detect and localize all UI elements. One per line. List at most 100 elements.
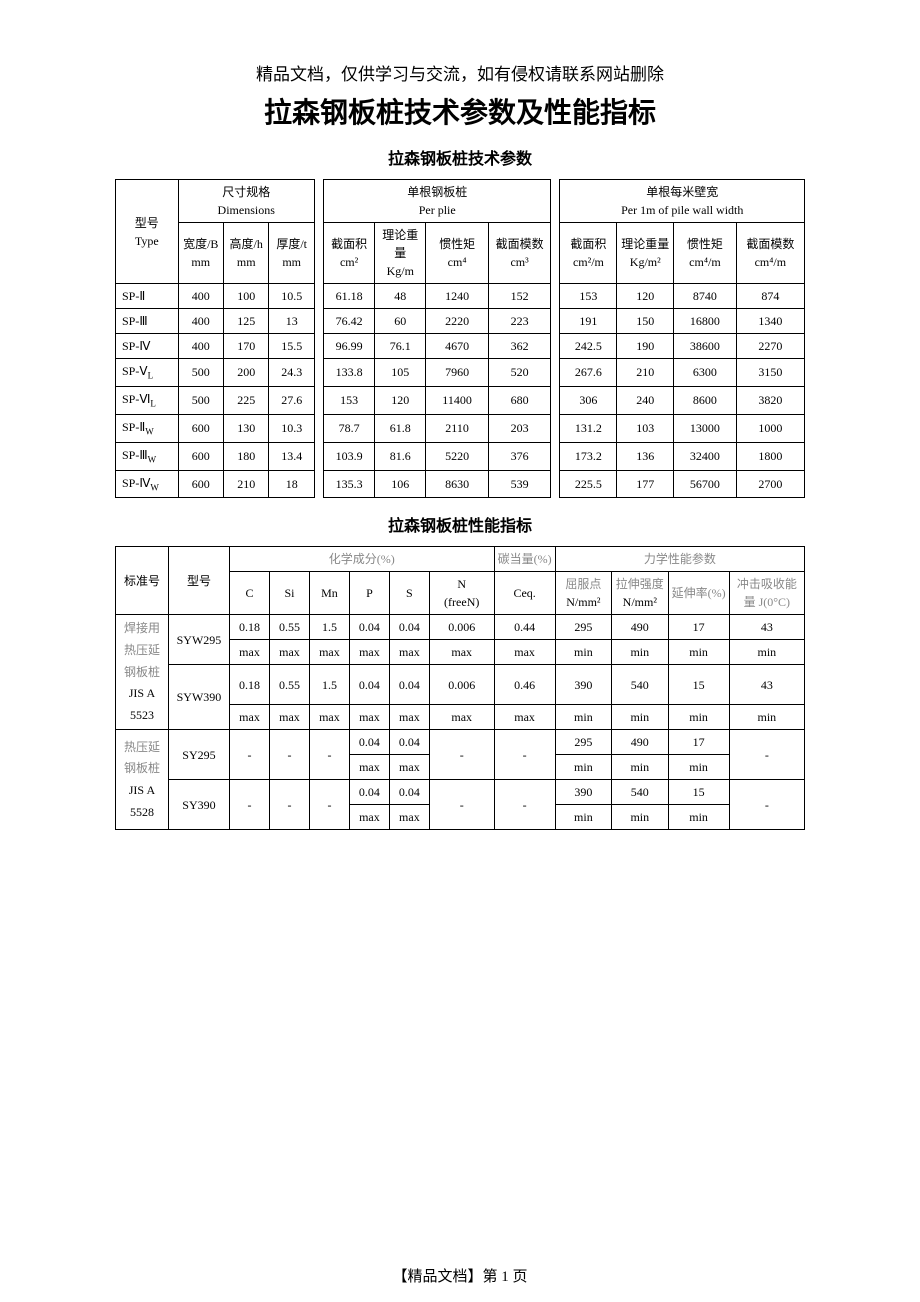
col-chem: 化学成分(%) — [230, 547, 495, 572]
cell: 48 — [375, 284, 426, 309]
gap — [314, 284, 323, 309]
cell: 屈服点N/mm² — [555, 572, 611, 615]
cell: C — [230, 572, 270, 615]
cell: min — [555, 805, 611, 830]
cell: 0.006 — [429, 665, 494, 705]
label: 宽度/B — [183, 237, 218, 251]
table-row: 宽度/Bmm 高度/hmm 厚度/tmm 截面积cm² 理论重量Kg/m 惯性矩… — [116, 223, 805, 284]
cell: 0.04 — [389, 665, 429, 705]
table-performance: 标准号 型号 化学成分(%) 碳当量(%) 力学性能参数 C Si Mn P S… — [115, 546, 805, 830]
cell: 4670 — [426, 334, 489, 359]
cell: min — [555, 755, 611, 780]
page-footer: 【精品文档】第 1 页 — [0, 1265, 920, 1286]
cell: 高度/hmm — [223, 223, 268, 284]
cell: 125 — [223, 309, 268, 334]
cell: 16800 — [674, 309, 737, 334]
cell: max — [494, 640, 555, 665]
cell: 490 — [612, 615, 668, 640]
section2-title: 拉森钢板桩性能指标 — [115, 512, 805, 536]
cell: 540 — [612, 665, 668, 705]
cell: 0.04 — [389, 615, 429, 640]
cell: 267.6 — [560, 359, 617, 387]
gap — [551, 180, 560, 284]
label: cm²/m — [573, 255, 604, 269]
cell: 厚度/tmm — [269, 223, 314, 284]
label: 拉伸强度 — [616, 577, 664, 591]
col-model: 型号 — [168, 547, 229, 615]
cell: 13 — [269, 309, 314, 334]
cell: 24.3 — [269, 359, 314, 387]
label: 截面积 — [331, 237, 367, 251]
label: 单根钢板桩 — [407, 185, 467, 199]
table-row: SYW3900.180.551.50.040.040.0060.46390540… — [116, 665, 805, 705]
cell: 680 — [488, 386, 551, 414]
gap — [314, 470, 323, 498]
cell-model: SYW295 — [168, 615, 229, 665]
cell: 8600 — [674, 386, 737, 414]
cell: 5220 — [426, 442, 489, 470]
cell: - — [494, 780, 555, 830]
label: Dimensions — [218, 203, 275, 217]
cell: 2220 — [426, 309, 489, 334]
label: 屈服点 — [565, 577, 601, 591]
table-row: 焊接用热压延钢板桩JIS A5523SYW2950.180.551.50.040… — [116, 615, 805, 640]
cell: 500 — [178, 386, 223, 414]
table-row: SP-Ⅲ4001251376.4260222022319115016800134… — [116, 309, 805, 334]
cell: 18 — [269, 470, 314, 498]
cell: 0.04 — [349, 730, 389, 755]
cell-type: SP-Ⅳ — [116, 334, 179, 359]
cell: min — [668, 755, 729, 780]
table-row: SP-ⅤL50020024.3133.81057960520267.621063… — [116, 359, 805, 387]
cell: 376 — [488, 442, 551, 470]
cell: Si — [269, 572, 309, 615]
cell: 43 — [729, 665, 804, 705]
cell: min — [612, 640, 668, 665]
cell: 225 — [223, 386, 268, 414]
cell: min — [668, 805, 729, 830]
cell: 61.8 — [375, 414, 426, 442]
cell: 81.6 — [375, 442, 426, 470]
label: 冲击吸收能 — [737, 577, 797, 591]
cell: min — [555, 705, 611, 730]
cell: - — [429, 780, 494, 830]
label: 厚度/t — [276, 237, 307, 251]
cell: 600 — [178, 470, 223, 498]
col-std: 标准号 — [116, 547, 169, 615]
cell: 0.18 — [230, 615, 270, 640]
cell: 0.18 — [230, 665, 270, 705]
cell: 15 — [668, 665, 729, 705]
cell-type: SP-ⅢW — [116, 442, 179, 470]
cell: max — [349, 705, 389, 730]
cell: 0.04 — [349, 780, 389, 805]
cell: max — [429, 640, 494, 665]
cell: max — [389, 805, 429, 830]
cell: 理论重量Kg/m² — [617, 223, 674, 284]
table-row: SP-Ⅳ40017015.596.9976.14670362242.519038… — [116, 334, 805, 359]
col-type: 型号 Type — [116, 180, 179, 284]
cell: 3820 — [736, 386, 804, 414]
cell: 240 — [617, 386, 674, 414]
gap — [314, 386, 323, 414]
cell: 拉伸强度N/mm² — [612, 572, 668, 615]
cell: S — [389, 572, 429, 615]
cell-type: SP-ⅣW — [116, 470, 179, 498]
gap — [314, 180, 323, 284]
cell: 0.04 — [389, 780, 429, 805]
cell: min — [555, 640, 611, 665]
label: 理论重量 — [382, 228, 418, 260]
label: 截面模数 — [496, 237, 544, 251]
cell: 1.5 — [309, 665, 349, 705]
cell-type: SP-ⅡW — [116, 414, 179, 442]
cell: 43 — [729, 615, 804, 640]
label: 截面模数 — [746, 237, 794, 251]
col-per1m: 单根每米壁宽 Per 1m of pile wall width — [560, 180, 805, 223]
cell: 13000 — [674, 414, 737, 442]
cell: max — [494, 705, 555, 730]
cell: 0.04 — [349, 615, 389, 640]
cell: max — [349, 805, 389, 830]
cell: 10.3 — [269, 414, 314, 442]
cell: 1340 — [736, 309, 804, 334]
cell: max — [389, 755, 429, 780]
cell: 0.04 — [349, 665, 389, 705]
cell: - — [729, 780, 804, 830]
